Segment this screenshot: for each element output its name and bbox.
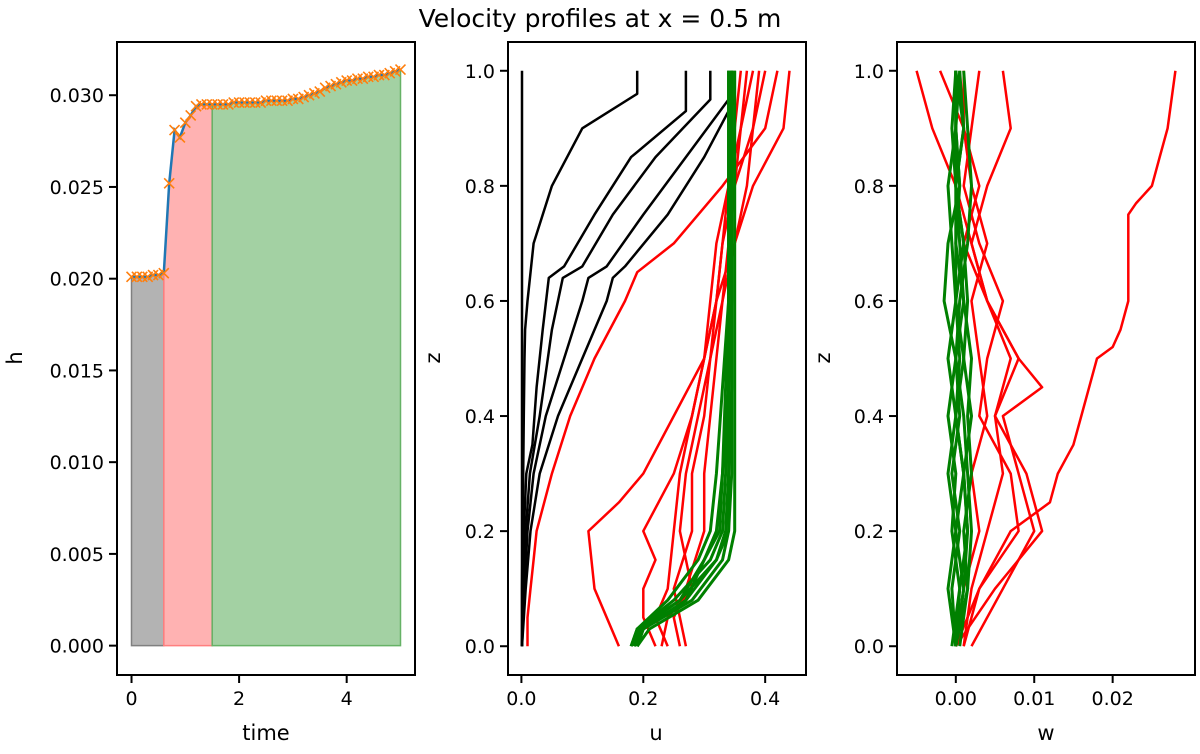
h-marker xyxy=(373,69,385,81)
u-profile-panel: 0.0 0.2 0.4 0.0 0.2 0.4 0.6 0.8 1.0 u z xyxy=(421,41,807,745)
x-tick-label: 0.01 xyxy=(1013,688,1055,710)
h-marker xyxy=(206,98,218,110)
x-tick-label: 0.00 xyxy=(935,688,977,710)
h-marker xyxy=(351,73,364,85)
phase-area-3 xyxy=(211,68,402,647)
w-profile-red xyxy=(915,70,1044,647)
h-marker xyxy=(217,98,229,110)
h-marker xyxy=(238,96,251,109)
w-profile-red xyxy=(962,70,1020,647)
w-profile-xlabel: w xyxy=(1037,721,1054,745)
x-tick-label: 0.4 xyxy=(750,688,780,710)
y-tick-label: 1.0 xyxy=(465,61,495,83)
w-profile-red xyxy=(954,70,1020,647)
h-marker xyxy=(195,98,208,110)
y-tick-label: 0.8 xyxy=(465,176,495,198)
h-time-panel-frame xyxy=(116,41,416,676)
y-tick-label: 0.0 xyxy=(465,636,495,658)
h-marker xyxy=(260,95,272,107)
h-marker xyxy=(394,63,407,76)
u-profile-black xyxy=(520,70,736,647)
u-profile-xlabel: u xyxy=(649,721,662,745)
h-time-xlabel: time xyxy=(242,721,289,745)
y-tick-label: 0.8 xyxy=(854,176,884,198)
figure-title: Velocity profiles at x = 0.5 m xyxy=(419,4,782,33)
u-profile-panel-frame xyxy=(507,41,807,676)
h-marker xyxy=(228,96,240,109)
h-marker xyxy=(168,124,181,136)
h-marker xyxy=(185,109,197,121)
h-marker xyxy=(179,117,191,129)
w-profile-red xyxy=(962,70,1177,647)
h-time-panel: 0 2 4 0.000 0.005 0.010 0.015 0.020 0.025 0.030 t… xyxy=(3,41,416,745)
y-tick-label: 0.015 xyxy=(50,360,104,382)
h-marker xyxy=(163,177,175,189)
h-marker xyxy=(362,71,374,83)
y-tick-label: 0.020 xyxy=(50,269,104,291)
x-tick-label: 0.2 xyxy=(628,688,658,710)
y-tick-label: 0.030 xyxy=(50,85,104,107)
h-marker xyxy=(136,271,148,283)
y-tick-label: 0.010 xyxy=(50,452,104,474)
w-profile-green xyxy=(950,70,966,647)
h-marker xyxy=(201,98,213,110)
u-profile-green xyxy=(632,70,734,647)
y-tick-label: 1.0 xyxy=(854,61,884,83)
u-profile-black xyxy=(520,70,712,647)
h-marker xyxy=(244,96,256,109)
u-profile-red xyxy=(526,70,779,647)
h-marker xyxy=(131,271,143,283)
x-tick-label: 4 xyxy=(341,688,353,710)
phase-area-1 xyxy=(130,272,165,647)
h-marker xyxy=(265,95,277,107)
y-tick-label: 0.025 xyxy=(50,177,104,199)
h-time-ylabel: h xyxy=(3,351,27,364)
x-tick-label: 0.02 xyxy=(1092,688,1134,710)
y-tick-label: 0.4 xyxy=(854,406,884,428)
y-tick-label: 0.000 xyxy=(50,636,104,658)
y-tick-label: 0.2 xyxy=(465,521,495,543)
y-tick-label: 0.2 xyxy=(854,521,884,543)
h-marker xyxy=(314,85,326,98)
x-tick-label: 0.0 xyxy=(506,688,536,710)
h-marker xyxy=(233,96,245,109)
h-marker xyxy=(271,95,283,107)
w-profile-ylabel: z xyxy=(811,352,835,363)
y-tick-label: 0.6 xyxy=(465,291,495,313)
u-profile-red xyxy=(587,70,791,647)
h-marker xyxy=(147,269,159,281)
w-profile-red xyxy=(970,70,1044,647)
h-marker xyxy=(276,95,288,107)
w-profile-panel-frame xyxy=(896,41,1196,676)
u-profile-green xyxy=(635,70,734,647)
u-profile-black xyxy=(520,70,688,647)
h-marker xyxy=(249,96,261,109)
w-profile-green xyxy=(946,70,970,647)
h-marker xyxy=(158,267,170,279)
x-tick-label: 2 xyxy=(233,688,245,710)
y-tick-label: 0.005 xyxy=(50,544,104,566)
h-marker xyxy=(341,74,353,87)
y-tick-label: 0.0 xyxy=(854,636,884,658)
h-marker xyxy=(125,271,138,283)
w-profile-panel: 0.00 0.01 0.02 0.0 0.2 0.4 0.6 0.8 1.0 w z xyxy=(811,41,1196,745)
h-marker xyxy=(287,93,299,105)
u-profile-black xyxy=(520,70,730,647)
y-tick-label: 0.6 xyxy=(854,291,884,313)
x-tick-label: 0 xyxy=(125,688,137,710)
u-profile-ylabel: z xyxy=(421,352,445,363)
h-marker xyxy=(174,131,186,143)
h-marker xyxy=(212,98,224,110)
y-tick-label: 0.4 xyxy=(465,406,495,428)
u-profile-green xyxy=(635,70,737,648)
